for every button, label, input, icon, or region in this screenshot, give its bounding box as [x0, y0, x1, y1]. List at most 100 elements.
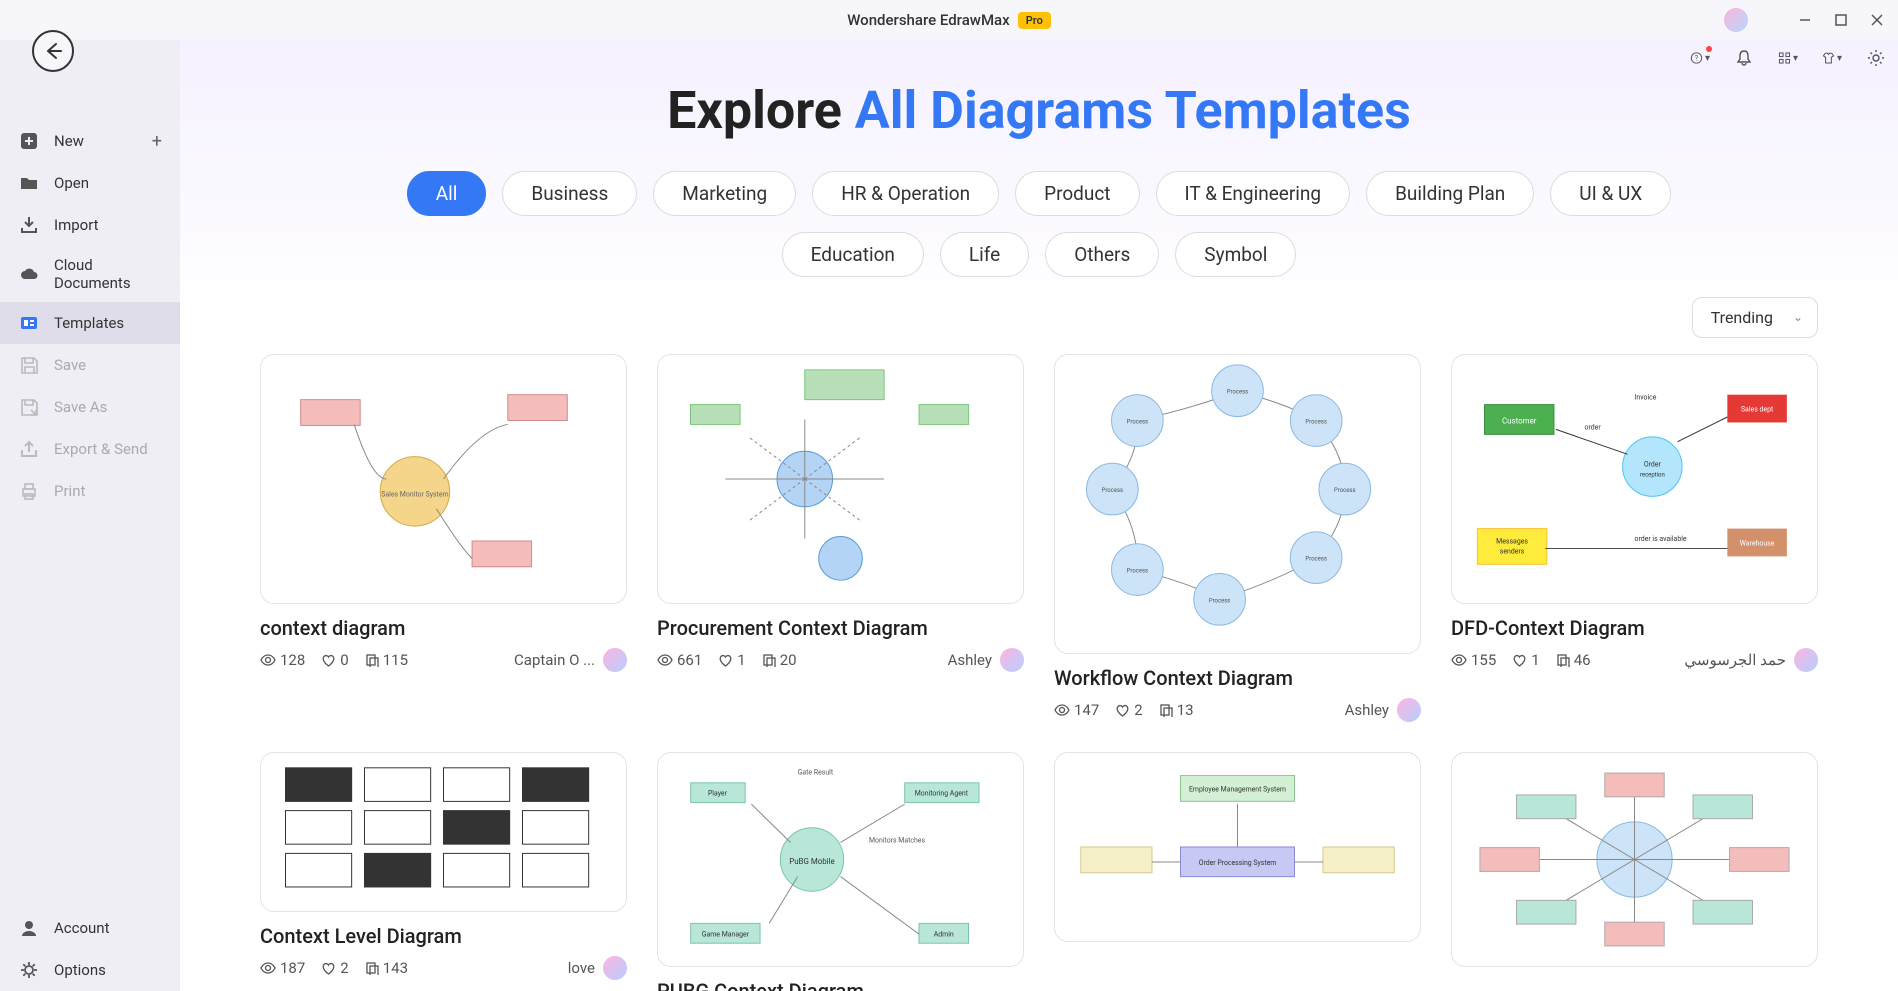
window-controls — [1796, 0, 1886, 40]
filter-ui-ux[interactable]: UI & UX — [1550, 171, 1671, 216]
template-thumbnail[interactable]: Employee Management System Order Processi… — [1054, 752, 1421, 942]
author[interactable]: Ashley — [948, 648, 1024, 672]
sidebar-item-save: Save — [0, 344, 180, 386]
sidebar-item-cloud-documents[interactable]: Cloud Documents — [0, 246, 180, 302]
help-icon[interactable]: ?▾ — [1690, 48, 1710, 68]
svg-text:order: order — [1585, 423, 1602, 431]
sidebar-label: Save As — [54, 398, 107, 416]
svg-text:Messages: Messages — [1496, 537, 1528, 545]
template-card: CustomerSales deptOrderreceptionMessages… — [1451, 354, 1818, 722]
sidebar-label: Templates — [54, 314, 124, 332]
shirt-icon[interactable]: ▾ — [1822, 48, 1842, 68]
app-title: Wondershare EdrawMax — [847, 11, 1010, 29]
template-meta: 187 2 143 love — [260, 956, 627, 980]
sidebar-item-open[interactable]: Open — [0, 162, 180, 204]
copies-count: 20 — [762, 651, 797, 669]
sidebar-label: Cloud Documents — [54, 256, 162, 292]
svg-text:Player: Player — [708, 790, 728, 798]
filter-education[interactable]: Education — [782, 232, 924, 277]
filter-building-plan[interactable]: Building Plan — [1366, 171, 1534, 216]
svg-text:Process: Process — [1334, 487, 1356, 494]
minimize-button[interactable] — [1796, 11, 1814, 29]
sidebar-item-templates[interactable]: Templates — [0, 302, 180, 344]
template-meta: 661 1 20 Ashley — [657, 648, 1024, 672]
copy-icon — [1159, 703, 1173, 717]
user-avatar-icon[interactable] — [1724, 8, 1748, 32]
template-card: Employee Management System Order Processi… — [1054, 752, 1421, 991]
filter-pills: All Business Marketing HR & Operation Produc… — [180, 171, 1898, 277]
filter-others[interactable]: Others — [1045, 232, 1159, 277]
copy-icon — [762, 653, 776, 667]
author-avatar-icon — [603, 956, 627, 980]
sidebar-item-export-&-send: Export & Send — [0, 428, 180, 470]
filter-marketing[interactable]: Marketing — [653, 171, 796, 216]
filter-it-engineering[interactable]: IT & Engineering — [1156, 171, 1351, 216]
svg-text:Monitors Matches: Monitors Matches — [869, 836, 925, 844]
filter-all[interactable]: All — [407, 171, 487, 216]
sidebar-item-new[interactable]: New+ — [0, 120, 180, 162]
svg-text:Employee Management System: Employee Management System — [1189, 785, 1286, 793]
svg-text:Gate Result: Gate Result — [798, 768, 834, 776]
template-thumbnail[interactable]: CustomerSales deptOrderreceptionMessages… — [1451, 354, 1818, 604]
sort-dropdown[interactable]: Trending ⌄ — [1692, 297, 1818, 338]
filter-life[interactable]: Life — [940, 232, 1029, 277]
author[interactable]: حمد الجرسوسي — [1684, 648, 1818, 672]
author[interactable]: Captain O ... — [514, 648, 627, 672]
template-title: Procurement Context Diagram — [657, 616, 1024, 640]
maximize-button[interactable] — [1832, 11, 1850, 29]
author[interactable]: love — [568, 956, 627, 980]
views-count: 147 — [1054, 701, 1099, 719]
svg-text:Process: Process — [1127, 419, 1149, 426]
author-avatar-icon — [1000, 648, 1024, 672]
grid-icon[interactable]: ▾ — [1778, 48, 1798, 68]
author[interactable]: Ashley — [1345, 698, 1421, 722]
svg-text:Order Processing System: Order Processing System — [1199, 859, 1277, 867]
template-card: PuBG MobilePlayerMonitoring AgentGame Ma… — [657, 752, 1024, 991]
svg-text:Invoice: Invoice — [1635, 394, 1657, 402]
template-thumbnail[interactable] — [657, 354, 1024, 604]
heart-icon — [718, 653, 733, 668]
template-thumbnail[interactable] — [1451, 752, 1818, 967]
sidebar-item-options[interactable]: Options — [0, 949, 180, 991]
settings-icon[interactable] — [1866, 48, 1886, 68]
svg-text:Monitoring Agent: Monitoring Agent — [915, 790, 969, 798]
copies-count: 46 — [1556, 651, 1591, 669]
close-button[interactable] — [1868, 11, 1886, 29]
hero-accent: All Diagrams Templates — [855, 80, 1411, 141]
eye-icon — [657, 652, 673, 668]
sidebar: New+OpenImport Cloud Documents Templates Sa… — [0, 40, 180, 991]
template-thumbnail[interactable]: ProcessProcessProcessProcessProcessProce… — [1054, 354, 1421, 654]
eye-icon — [1054, 702, 1070, 718]
sidebar-item-import[interactable]: Import — [0, 204, 180, 246]
template-meta: 147 2 13 Ashley — [1054, 698, 1421, 722]
eye-icon — [260, 960, 276, 976]
bell-icon[interactable] — [1734, 48, 1754, 68]
filter-business[interactable]: Business — [502, 171, 637, 216]
copy-icon — [365, 653, 379, 667]
likes-count: 2 — [321, 959, 348, 977]
template-grid: Sales Monitor System context diagram 128… — [180, 354, 1898, 991]
likes-count: 1 — [718, 651, 745, 669]
likes-count: 1 — [1512, 651, 1539, 669]
template-thumbnail[interactable] — [260, 752, 627, 912]
plus-icon[interactable]: + — [152, 131, 162, 152]
sidebar-label: Print — [54, 482, 85, 500]
filter-product[interactable]: Product — [1015, 171, 1139, 216]
filter-hr-operation[interactable]: HR & Operation — [812, 171, 999, 216]
hero-title: Explore All Diagrams Templates — [180, 80, 1898, 141]
template-thumbnail[interactable]: PuBG MobilePlayerMonitoring AgentGame Ma… — [657, 752, 1024, 967]
sidebar-label: Options — [54, 961, 106, 979]
template-title: Workflow Context Diagram — [1054, 666, 1421, 690]
svg-text:Sales Monitor System: Sales Monitor System — [381, 490, 448, 498]
filter-symbol[interactable]: Symbol — [1175, 232, 1296, 277]
sidebar-item-print: Print — [0, 470, 180, 512]
sidebar-label: Export & Send — [54, 440, 148, 458]
sidebar-item-account[interactable]: Account — [0, 907, 180, 949]
titlebar: Wondershare EdrawMax Pro — [0, 0, 1898, 40]
template-thumbnail[interactable]: Sales Monitor System — [260, 354, 627, 604]
template-card: Procurement Context Diagram 661 1 20 Ash… — [657, 354, 1024, 722]
sidebar-label: Account — [54, 919, 110, 937]
sidebar-label: Save — [54, 356, 86, 374]
template-card: Sales Monitor System context diagram 128… — [260, 354, 627, 722]
back-button[interactable] — [32, 30, 74, 72]
